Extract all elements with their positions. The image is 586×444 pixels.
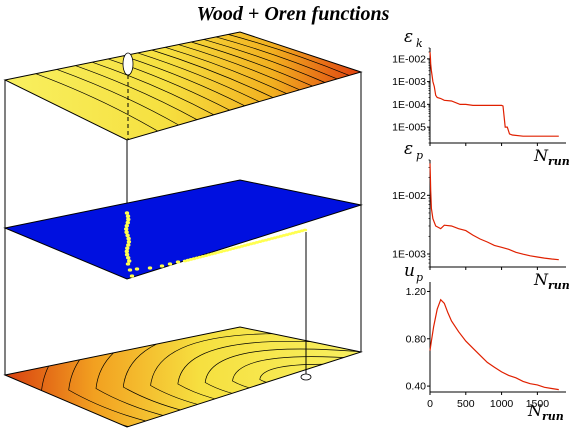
path-point xyxy=(147,266,153,270)
y-tick-label: 1E-003 xyxy=(392,248,426,260)
path-point xyxy=(126,240,132,244)
chart-title: Wood + Oren functions xyxy=(196,3,390,25)
y-tick-label: 1E-002 xyxy=(392,190,426,202)
top-contour-line xyxy=(191,41,313,87)
top-contour-lines xyxy=(35,34,350,132)
path-point xyxy=(159,264,165,268)
top-contour-line xyxy=(165,46,287,94)
x-tick-label: 1000 xyxy=(490,398,514,410)
x-axis-label-subscript: run xyxy=(548,155,570,168)
path-point xyxy=(125,214,131,218)
top-minimum-marker xyxy=(122,52,134,76)
x-tick-label: 0 xyxy=(427,398,433,410)
y-tick-label: 1.20 xyxy=(406,286,427,298)
bottom-minimum-marker xyxy=(300,373,312,381)
path-point xyxy=(125,233,130,238)
path-point xyxy=(175,260,181,264)
path-point xyxy=(167,262,173,266)
top-contour-line xyxy=(228,34,350,76)
middle-path-plane xyxy=(3,179,363,280)
bottom-contour-line xyxy=(95,327,361,427)
path-point xyxy=(124,252,130,257)
path-point xyxy=(126,236,131,241)
surface-plot-3d xyxy=(3,31,363,428)
y-axis-label: u xyxy=(404,261,415,281)
y-axis-label-subscript: p xyxy=(416,149,423,162)
path-point xyxy=(124,227,129,231)
top-contour-line xyxy=(203,39,326,83)
y-axis-label: ε xyxy=(404,139,413,159)
y-axis-label-subscript: k xyxy=(416,37,423,50)
top-contour-line xyxy=(178,44,300,91)
series-line xyxy=(429,51,559,137)
bottom-contour-line xyxy=(68,327,361,427)
path-point xyxy=(124,230,129,234)
path-point xyxy=(125,246,130,250)
top-contour-line xyxy=(123,55,245,107)
path-point xyxy=(126,255,131,260)
path-point xyxy=(125,262,131,266)
path-point xyxy=(134,267,140,271)
path-point xyxy=(125,220,130,225)
panel-3: 1.20 0.80 0.400 500 1000 1500 u p N run xyxy=(404,261,566,423)
top-contour-plane xyxy=(3,31,363,141)
x-axis-label: N xyxy=(527,401,543,420)
top-contour-line xyxy=(92,61,214,116)
x-axis-label-subscript: run xyxy=(542,410,564,423)
path-point xyxy=(127,268,133,272)
top-contour-line xyxy=(75,65,198,121)
y-tick-label: 1E-002 xyxy=(392,53,426,65)
top-contour-line xyxy=(56,69,179,126)
x-axis-label-subscript: run xyxy=(548,279,570,292)
y-tick-label: 1E-005 xyxy=(392,122,426,134)
top-contour-line xyxy=(216,36,338,80)
path-point xyxy=(124,211,130,215)
path-point xyxy=(129,274,135,278)
y-tick-label: 1E-004 xyxy=(392,99,426,111)
path-point xyxy=(126,217,131,222)
x-tick-label: 1500 xyxy=(526,398,550,410)
top-contour-line xyxy=(35,73,158,132)
path-point xyxy=(302,228,308,232)
y-tick-label: 0.40 xyxy=(406,381,427,393)
series-line xyxy=(429,163,559,261)
path-point xyxy=(124,224,129,228)
y-axis-label-subscript: p xyxy=(416,271,423,284)
y-tick-label: 0.80 xyxy=(406,333,427,345)
y-tick-label: 1E-003 xyxy=(392,76,426,88)
top-contour-line xyxy=(137,52,260,102)
optimization-path xyxy=(124,211,308,278)
top-contour-line xyxy=(107,58,230,111)
x-axis-label: N xyxy=(533,270,549,289)
x-axis-label: N xyxy=(533,146,549,165)
path-point xyxy=(124,249,129,254)
path-point xyxy=(127,259,132,263)
x-tick-label: 500 xyxy=(457,398,475,410)
series-line xyxy=(429,298,559,391)
y-axis-label: ε xyxy=(404,27,413,47)
path-point xyxy=(126,243,131,247)
top-contour-line xyxy=(151,49,274,98)
